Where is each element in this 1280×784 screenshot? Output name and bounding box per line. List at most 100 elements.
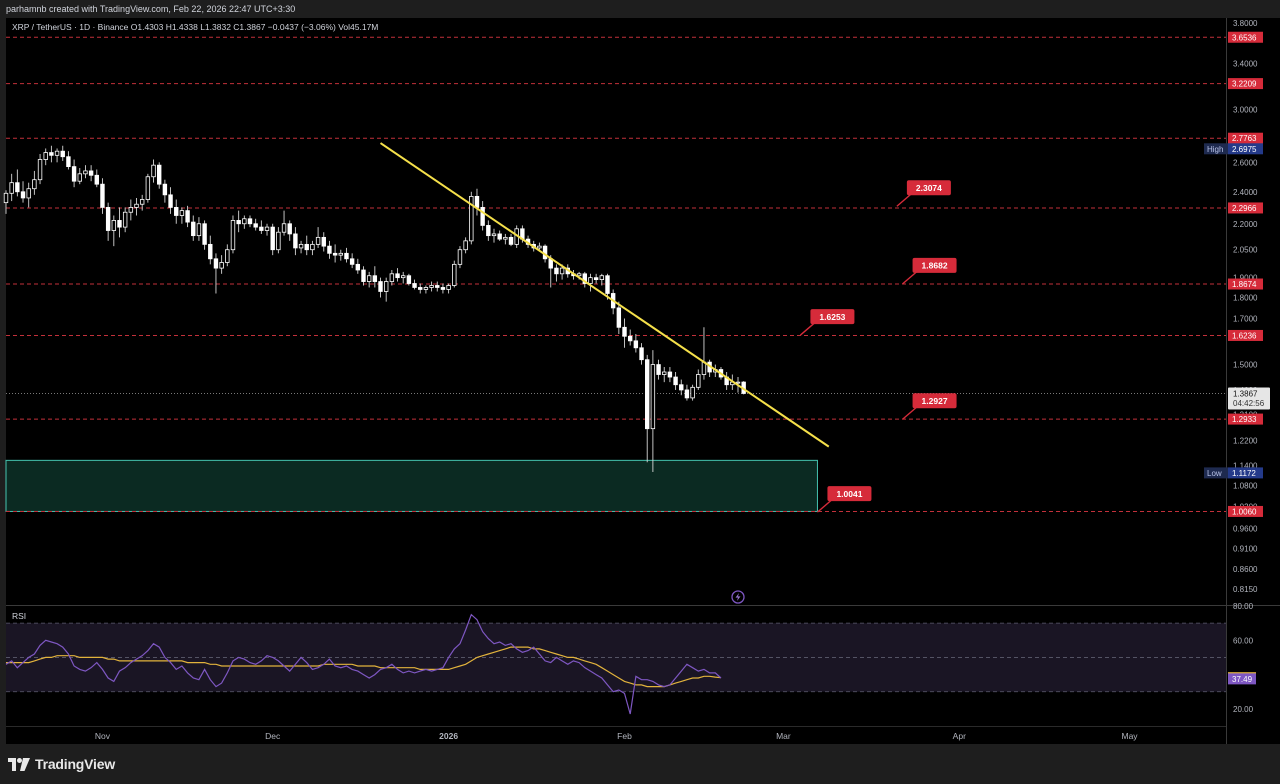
price-callout[interactable]: 1.8682 xyxy=(902,257,957,285)
candle[interactable] xyxy=(457,246,463,269)
candle[interactable] xyxy=(633,334,639,353)
candle[interactable] xyxy=(599,273,605,286)
candle[interactable] xyxy=(310,240,315,256)
level-badge[interactable]: 3.2209 xyxy=(1228,78,1263,90)
candle[interactable] xyxy=(349,253,355,269)
candle[interactable] xyxy=(497,230,502,241)
candle[interactable] xyxy=(491,228,497,243)
candle[interactable] xyxy=(684,384,690,401)
candle[interactable] xyxy=(139,194,145,211)
candle[interactable] xyxy=(378,277,383,298)
candle[interactable] xyxy=(281,210,287,236)
candle[interactable] xyxy=(88,165,94,182)
lightning-icon[interactable] xyxy=(731,590,745,604)
candle[interactable] xyxy=(429,281,434,292)
candle[interactable] xyxy=(105,202,111,241)
candle[interactable] xyxy=(157,162,162,189)
candle[interactable] xyxy=(100,178,105,214)
candle[interactable] xyxy=(287,220,292,241)
level-badge[interactable]: 2.7763 xyxy=(1228,132,1263,144)
candle[interactable] xyxy=(593,273,599,284)
candle[interactable] xyxy=(361,266,366,286)
demand-zone-rect[interactable] xyxy=(5,459,818,512)
candle[interactable] xyxy=(372,266,378,288)
candle[interactable] xyxy=(605,273,610,300)
candle[interactable] xyxy=(202,220,207,250)
candle[interactable] xyxy=(412,279,417,290)
candle[interactable] xyxy=(128,199,134,221)
candle[interactable] xyxy=(480,201,485,231)
candle[interactable] xyxy=(26,182,31,208)
candle[interactable] xyxy=(696,369,701,390)
candle[interactable] xyxy=(304,235,309,256)
candle[interactable] xyxy=(219,255,224,274)
candle[interactable] xyxy=(54,148,60,163)
candle[interactable] xyxy=(134,197,139,216)
candle[interactable] xyxy=(185,205,190,228)
candle[interactable] xyxy=(469,191,474,245)
candle[interactable] xyxy=(679,379,684,396)
candle[interactable] xyxy=(32,170,37,195)
candle[interactable] xyxy=(208,235,213,265)
level-badge[interactable]: 1.2933 xyxy=(1228,413,1263,425)
level-badge[interactable]: 1.0060 xyxy=(1228,505,1263,517)
high-marker[interactable]: High 2.6975 xyxy=(1204,143,1263,155)
candle[interactable] xyxy=(225,244,230,267)
candle[interactable] xyxy=(389,269,395,286)
candle[interactable] xyxy=(667,367,673,383)
candle[interactable] xyxy=(616,301,622,335)
level-badge[interactable]: 2.2966 xyxy=(1228,202,1263,214)
candle[interactable] xyxy=(446,283,451,294)
candle[interactable] xyxy=(406,273,412,286)
candle[interactable] xyxy=(49,145,54,163)
candle[interactable] xyxy=(3,190,9,214)
candle[interactable] xyxy=(83,165,88,179)
candle[interactable] xyxy=(242,215,247,229)
tradingview-logo[interactable]: TradingView xyxy=(8,756,115,772)
candle[interactable] xyxy=(43,148,48,166)
candle[interactable] xyxy=(151,159,156,183)
candle[interactable] xyxy=(423,285,429,294)
candle[interactable] xyxy=(418,283,423,294)
candle[interactable] xyxy=(145,173,151,203)
candle[interactable] xyxy=(554,264,559,282)
candle[interactable] xyxy=(196,217,202,241)
candle[interactable] xyxy=(111,215,117,247)
candle[interactable] xyxy=(117,207,122,238)
trendline[interactable] xyxy=(379,142,830,448)
candle[interactable] xyxy=(162,179,168,203)
candle[interactable] xyxy=(168,187,173,214)
price-callout[interactable]: 1.2927 xyxy=(902,393,957,420)
rsi-ma-line[interactable] xyxy=(6,646,722,688)
candle[interactable] xyxy=(66,151,71,170)
candle[interactable] xyxy=(20,181,26,203)
candle[interactable] xyxy=(401,271,406,284)
candle[interactable] xyxy=(463,237,468,254)
candle[interactable] xyxy=(122,207,128,233)
candle[interactable] xyxy=(77,168,82,185)
candle[interactable] xyxy=(355,258,361,274)
candle[interactable] xyxy=(94,169,99,188)
candle[interactable] xyxy=(230,215,236,254)
level-badge[interactable]: 1.8674 xyxy=(1228,278,1263,290)
candle[interactable] xyxy=(321,232,326,252)
candle[interactable] xyxy=(179,207,185,224)
price-callout[interactable]: 1.0041 xyxy=(816,486,872,513)
chart-canvas[interactable]: 2.3074 1.8682 1.6253 1.2927 1.0041 3.8000 3.4… xyxy=(0,0,1280,744)
candle[interactable] xyxy=(247,215,253,228)
candle[interactable] xyxy=(582,271,587,288)
candle[interactable] xyxy=(270,223,275,256)
candle[interactable] xyxy=(9,173,14,202)
level-badge[interactable]: 3.6536 xyxy=(1228,31,1263,43)
level-badge[interactable]: 1.6236 xyxy=(1228,329,1263,341)
candle[interactable] xyxy=(276,227,281,254)
candle[interactable] xyxy=(344,247,349,263)
candle[interactable] xyxy=(174,199,179,224)
candle[interactable] xyxy=(656,359,661,380)
candle[interactable] xyxy=(622,318,627,348)
candle[interactable] xyxy=(366,271,372,288)
candle[interactable] xyxy=(338,249,343,261)
candle[interactable] xyxy=(259,220,264,234)
candle[interactable] xyxy=(253,218,258,231)
price-callout[interactable]: 1.6253 xyxy=(799,309,855,336)
